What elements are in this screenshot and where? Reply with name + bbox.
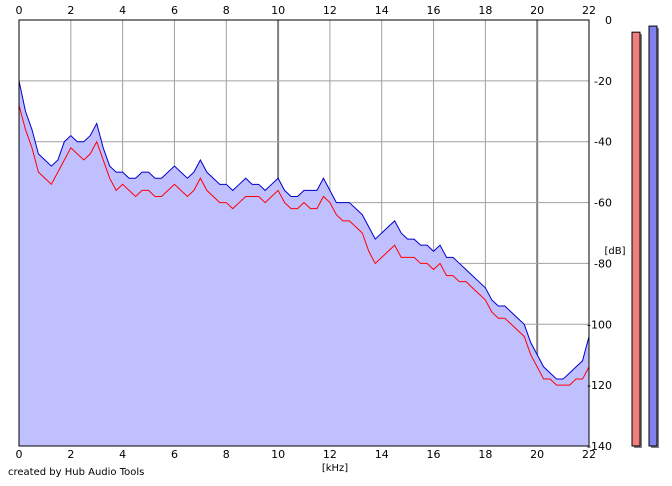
- plot-frame: [18, 19, 590, 447]
- x-tick-top-1: 2: [67, 4, 74, 17]
- level-meter-left: [631, 31, 642, 449]
- level-meter-right: [648, 25, 659, 448]
- x-tick-bottom-10: 20: [530, 448, 544, 461]
- x-tick-top-11: 22: [582, 4, 596, 17]
- x-tick-bottom-8: 16: [427, 448, 441, 461]
- y-tick-3: -60: [594, 197, 612, 210]
- x-tick-top-7: 14: [375, 4, 389, 17]
- y-tick-7: -140: [587, 440, 612, 453]
- x-tick-bottom-2: 4: [119, 448, 126, 461]
- y-tick-5: -100: [587, 318, 612, 331]
- x-tick-bottom-7: 14: [375, 448, 389, 461]
- x-tick-bottom-5: 10: [271, 448, 285, 461]
- x-tick-bottom-3: 6: [171, 448, 178, 461]
- x-tick-top-8: 16: [427, 4, 441, 17]
- y-tick-1: -20: [594, 75, 612, 88]
- x-tick-top-9: 18: [478, 4, 492, 17]
- x-tick-bottom-6: 12: [323, 448, 337, 461]
- y-tick-labels: 0 -20 -40 -60 -80 -100 -120 -140: [587, 14, 612, 453]
- level-meter-bar-right: [648, 25, 658, 447]
- footer-credit: created by Hub Audio Tools: [8, 467, 145, 478]
- series-line-left-channel: [18, 105, 590, 386]
- y-tick-2: -40: [594, 136, 612, 149]
- x-tick-bottom-9: 18: [478, 448, 492, 461]
- x-tick-top-10: 20: [530, 4, 544, 17]
- x-tick-top-3: 6: [171, 4, 178, 17]
- x-tick-top-4: 8: [223, 4, 230, 17]
- y-tick-6: -120: [587, 379, 612, 392]
- x-tick-bottom-4: 8: [223, 448, 230, 461]
- x-tick-bottom-11: 22: [582, 448, 596, 461]
- level-meter-bar-left: [631, 31, 641, 447]
- x-tick-top-2: 4: [119, 4, 126, 17]
- x-tick-top-0: 0: [16, 4, 23, 17]
- x-axis-label: [kHz]: [322, 463, 348, 474]
- spectrum-fill-area: [19, 80, 589, 446]
- x-tick-bottom-0: 0: [16, 448, 23, 461]
- x-tick-bottom-1: 2: [67, 448, 74, 461]
- y-axis-label: [dB]: [604, 246, 625, 257]
- spectrum-series: [18, 80, 590, 386]
- x-tick-top-6: 12: [323, 4, 337, 17]
- series-line-right-channel: [18, 80, 590, 380]
- y-tick-0: 0: [605, 14, 612, 27]
- x-tick-top-5: 10: [271, 4, 285, 17]
- y-tick-4: -80: [594, 257, 612, 270]
